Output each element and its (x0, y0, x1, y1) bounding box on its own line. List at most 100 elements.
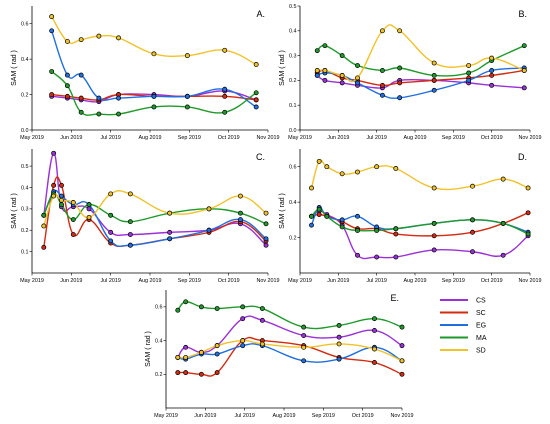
data-point-eg (78, 72, 84, 78)
y-tick-label: 0.6 (289, 165, 297, 171)
x-tick-label: Nov 2019 (518, 135, 541, 141)
data-point-ma (96, 111, 102, 117)
y-tick-label: 0.0 (289, 128, 297, 134)
x-tick-label: May 2019 (288, 278, 312, 284)
y-tick-label: 0.5 (21, 164, 29, 170)
data-point-ma (198, 304, 204, 310)
x-tick-label: Jun 2019 (194, 413, 216, 419)
data-point-eg (379, 92, 385, 98)
data-point-eg (96, 95, 102, 101)
series-line-eg (43, 189, 267, 247)
data-point-sc (397, 80, 403, 86)
data-point-ma (259, 306, 265, 311)
x-tick-label: May 2019 (154, 413, 178, 419)
data-point-sd (51, 193, 57, 199)
y-axis-label: SAM ( rad ) (11, 50, 18, 86)
data-point-sd (151, 51, 157, 57)
data-point-sd (525, 185, 531, 191)
x-tick-label: Aug 2019 (403, 135, 426, 141)
legend-label-ma: MA (476, 335, 487, 342)
data-point-sc (59, 182, 64, 188)
y-tick-label: 0.0 (21, 128, 29, 134)
x-tick-label: Oct 2019 (481, 278, 503, 284)
data-point-sc (393, 231, 399, 237)
panel-e: 0.2 0.4 0.6 May 2019 Jun 2019 Jul 2019 Aug 201… (145, 290, 414, 419)
data-point-sd (78, 37, 84, 43)
data-point-ma (253, 90, 259, 96)
data-point-cs (301, 333, 307, 338)
data-point-cs (183, 344, 189, 350)
data-point-sc (78, 95, 84, 101)
data-point-ma (64, 83, 70, 89)
data-point-ma (59, 202, 64, 208)
data-point-cs (399, 343, 405, 349)
data-point-sd (96, 33, 102, 39)
data-point-sd (379, 28, 385, 34)
x-tick-label: Sep 2019 (442, 278, 465, 284)
panel-letter: A. (256, 9, 265, 19)
data-point-sd (489, 55, 495, 61)
data-point-sd (238, 193, 243, 199)
series-line-cs (310, 210, 529, 260)
data-point-ma (521, 43, 527, 49)
x-tick-label: Aug 2019 (272, 413, 295, 419)
data-point-cs (127, 232, 133, 237)
data-point-ma (222, 109, 228, 115)
data-point-sd (206, 206, 212, 212)
data-point-sd (374, 164, 380, 170)
y-axis-label: SAM ( rad ) (279, 50, 286, 86)
series-line-sc (177, 336, 403, 377)
data-point-ma (70, 217, 76, 223)
data-point-ma (214, 306, 220, 311)
data-point-ma (372, 316, 377, 322)
x-tick-label: Oct 2019 (218, 278, 240, 284)
data-point-sd (70, 199, 76, 205)
series-line-eg (177, 343, 403, 363)
legend-label-sd: SD (476, 348, 486, 355)
legend-label-cs: CS (476, 298, 486, 305)
series-line-ma (316, 44, 525, 77)
data-point-sd (175, 354, 181, 360)
legend: CS SC EG MA SD (440, 298, 487, 355)
data-point-sc (253, 97, 259, 103)
data-point-ma (374, 228, 380, 233)
data-point-eg (116, 95, 121, 101)
series-line-sd (316, 24, 525, 83)
data-point-eg (397, 95, 403, 101)
data-point-ma (314, 48, 320, 54)
data-point-ma (431, 72, 437, 78)
data-point-sd (322, 68, 328, 73)
data-point-sd (59, 197, 64, 203)
data-point-eg (206, 227, 212, 233)
data-point-cs (336, 334, 342, 340)
data-point-ma (86, 202, 92, 208)
data-point-sd (253, 62, 259, 67)
data-point-sd (263, 210, 269, 216)
x-tick-label: Sep 2019 (178, 278, 201, 284)
x-tick-label: Aug 2019 (138, 278, 161, 284)
data-point-ma (183, 299, 189, 305)
x-tick-label: May 2019 (20, 278, 44, 284)
data-point-eg (64, 72, 70, 78)
panel-b: 0.0 0.1 0.2 0.3 0.4 0.5 May 2019 Jun 2019 Jul 20… (279, 4, 542, 141)
panel-a: 0.0 0.2 0.4 0.6 May 2019 Jun 2019 Jul 2019 Aug … (11, 6, 280, 141)
x-tick-label: Nov 2019 (390, 413, 413, 419)
data-point-sc (41, 244, 47, 250)
data-point-ma (151, 104, 157, 110)
data-point-ma (49, 69, 55, 74)
data-point-sd (521, 68, 527, 73)
data-point-sd (372, 346, 377, 352)
data-point-ma (263, 221, 269, 227)
data-point-cs (167, 229, 173, 235)
data-point-ma (339, 224, 345, 230)
x-tick-label: Jun 2019 (60, 278, 82, 284)
data-point-eg (238, 217, 243, 223)
panel-letter: D. (518, 152, 527, 162)
data-point-cs (322, 77, 328, 83)
x-tick-label: Jul 2019 (234, 413, 254, 419)
data-point-ma (184, 104, 190, 110)
data-point-sd (399, 358, 405, 364)
x-tick-label: Aug 2019 (403, 278, 426, 284)
panel-d: 0.2 0.4 0.6 May 2019 Jun 2019 Jul 2019 Aug 201… (279, 149, 542, 284)
